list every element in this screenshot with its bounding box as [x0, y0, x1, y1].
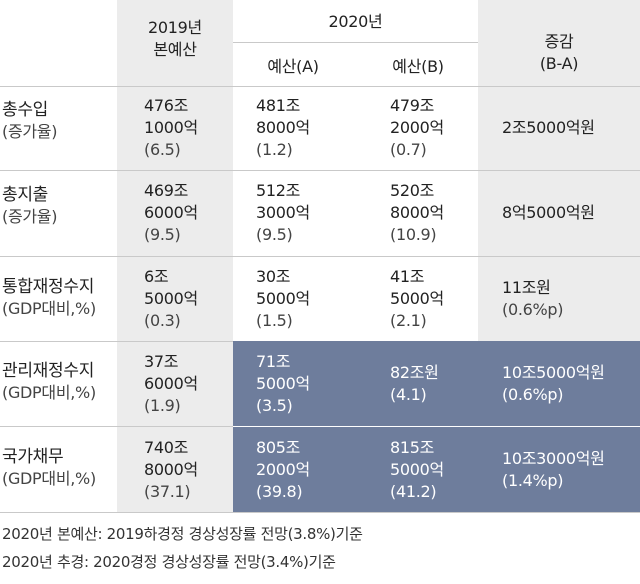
row-label-total-revenue: 총수입 (증가율) — [2, 99, 114, 143]
cell-2020-a: 805조 2000억 (39.8) — [256, 438, 310, 501]
cell-2020-b: 479조 2000억 (0.7) — [390, 96, 444, 159]
row-sublabel: (GDP대비,%) — [2, 469, 96, 488]
header-2019-year: 2019년 — [148, 18, 202, 37]
cell-diff: 8억5000억원 — [502, 203, 595, 222]
row-label: 통합재정수지 — [2, 277, 95, 297]
budget-table: 2019년 본예산 2020년 예산(A) 예산(B) 증감 (B-A) 총수입… — [0, 0, 640, 513]
cell-diff: 10조3000억원 (1.4%p) — [502, 449, 605, 490]
row-divider — [0, 170, 640, 171]
header-2020-b: 예산(B) — [392, 57, 444, 76]
header-2020: 2020년 — [328, 12, 383, 31]
row-label: 총수입 — [2, 100, 49, 120]
header-2019-type: 본예산 — [153, 40, 197, 59]
cell-2019: 740조 8000억 (37.1) — [144, 438, 198, 501]
cell-diff: 11조원 (0.6%p) — [502, 278, 564, 319]
row-divider — [0, 86, 640, 87]
row-sublabel: (GDP대비,%) — [2, 299, 96, 318]
header-diff: 증감 (B-A) — [478, 31, 640, 75]
cell-2020-b: 82조원 (4.1) — [390, 363, 439, 404]
row-sublabel: (증가율) — [2, 122, 58, 141]
cell-2020-b: 41조 5000억 (2.1) — [390, 267, 444, 330]
row-label: 국가채무 — [2, 447, 64, 467]
cell-diff: 10조5000억원 (0.6%p) — [502, 363, 605, 404]
row-divider — [0, 426, 233, 427]
header-diff-formula: (B-A) — [539, 54, 579, 73]
row-label-national-debt: 국가채무 (GDP대비,%) — [2, 446, 114, 490]
footnote-supplementary-budget: 2020년 추경: 2020경정 경상성장률 전망(3.4%)기준 — [2, 553, 336, 571]
cell-2019: 6조 5000억 (0.3) — [144, 267, 198, 330]
row-label-managed-balance: 관리재정수지 (GDP대비,%) — [2, 360, 120, 404]
row-sublabel: (GDP대비,%) — [2, 383, 96, 402]
row-divider-highlight — [233, 426, 640, 427]
header-2019: 2019년 본예산 — [117, 17, 233, 61]
cell-2020-a: 30조 5000억 (1.5) — [256, 267, 310, 330]
row-label: 관리재정수지 — [2, 361, 95, 381]
row-label: 총지출 — [2, 185, 49, 205]
cell-2019: 476조 1000억 (6.5) — [144, 96, 198, 159]
cell-2020-a: 481조 8000억 (1.2) — [256, 96, 310, 159]
footnote-main-budget: 2020년 본예산: 2019하경정 경상성장률 전망(3.8%)기준 — [2, 525, 363, 543]
row-sublabel: (증가율) — [2, 207, 58, 226]
row-divider — [0, 512, 640, 513]
cell-2020-a: 512조 3000억 (9.5) — [256, 181, 310, 244]
row-label-consolidated-balance: 통합재정수지 (GDP대비,%) — [2, 276, 120, 320]
row-label-total-expenditure: 총지출 (증가율) — [2, 184, 114, 228]
cell-diff: 2조5000억원 — [502, 118, 595, 137]
cell-2020-a: 71조 5000억 (3.5) — [256, 352, 310, 415]
cell-2020-b: 520조 8000억 (10.9) — [390, 181, 444, 244]
cell-2020-b: 815조 5000억 (41.2) — [390, 438, 444, 501]
header-diff-label: 증감 — [544, 32, 574, 51]
header-divider — [233, 42, 478, 43]
cell-2019: 469조 6000억 (9.5) — [144, 181, 198, 244]
header-2020-a: 예산(A) — [267, 57, 319, 76]
row-divider — [0, 341, 233, 342]
cell-2019: 37조 6000억 (1.9) — [144, 352, 198, 415]
row-divider — [0, 256, 640, 257]
